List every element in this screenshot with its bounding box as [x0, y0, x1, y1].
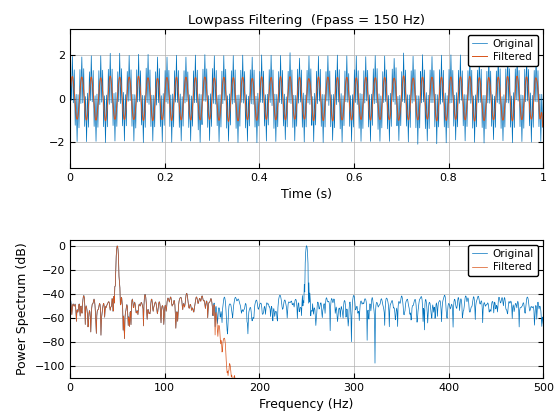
Line: Filtered: Filtered — [70, 246, 543, 390]
Original — [539, 125, 546, 130]
Filtered — [67, 94, 73, 99]
Original — [540, 321, 547, 326]
Original — [258, 77, 264, 82]
Original — [67, 94, 73, 99]
Original — [94, 308, 101, 313]
Filtered — [166, 297, 173, 302]
Original — [164, 297, 171, 302]
Filtered — [540, 388, 547, 393]
Legend: Original, Filtered: Original, Filtered — [468, 245, 538, 276]
Line: Original: Original — [70, 53, 543, 144]
Filtered — [88, 315, 95, 320]
Y-axis label: Power Spectrum (dB): Power Spectrum (dB) — [16, 242, 29, 375]
Filtered — [165, 296, 171, 301]
Filtered — [67, 303, 73, 308]
Original — [445, 125, 451, 130]
Original — [436, 67, 443, 72]
X-axis label: Time (s): Time (s) — [281, 188, 332, 201]
Filtered — [114, 244, 120, 249]
Original — [287, 50, 293, 55]
Filtered — [436, 96, 442, 101]
Line: Original: Original — [70, 246, 543, 363]
Original — [372, 361, 379, 366]
Line: Filtered: Filtered — [70, 76, 543, 127]
Filtered — [115, 84, 122, 89]
Original — [88, 315, 95, 320]
Filtered — [230, 383, 237, 389]
Filtered — [539, 388, 546, 393]
Filtered — [444, 109, 451, 114]
Filtered — [539, 124, 546, 129]
Original — [516, 308, 523, 313]
Title: Lowpass Filtering  (Fpass = 150 Hz): Lowpass Filtering (Fpass = 150 Hz) — [188, 14, 425, 27]
Original — [392, 102, 399, 107]
Original — [166, 299, 172, 304]
X-axis label: Frequency (Hz): Frequency (Hz) — [259, 399, 354, 412]
Original — [303, 243, 310, 248]
Original — [67, 300, 73, 305]
Original — [414, 142, 421, 147]
Legend: Original, Filtered: Original, Filtered — [468, 34, 538, 66]
Filtered — [258, 76, 264, 81]
Filtered — [400, 73, 407, 78]
Original — [115, 85, 122, 90]
Filtered — [275, 96, 282, 101]
Filtered — [391, 76, 398, 81]
Filtered — [94, 309, 101, 314]
Filtered — [516, 388, 522, 393]
Original — [230, 308, 236, 313]
Original — [275, 97, 282, 102]
